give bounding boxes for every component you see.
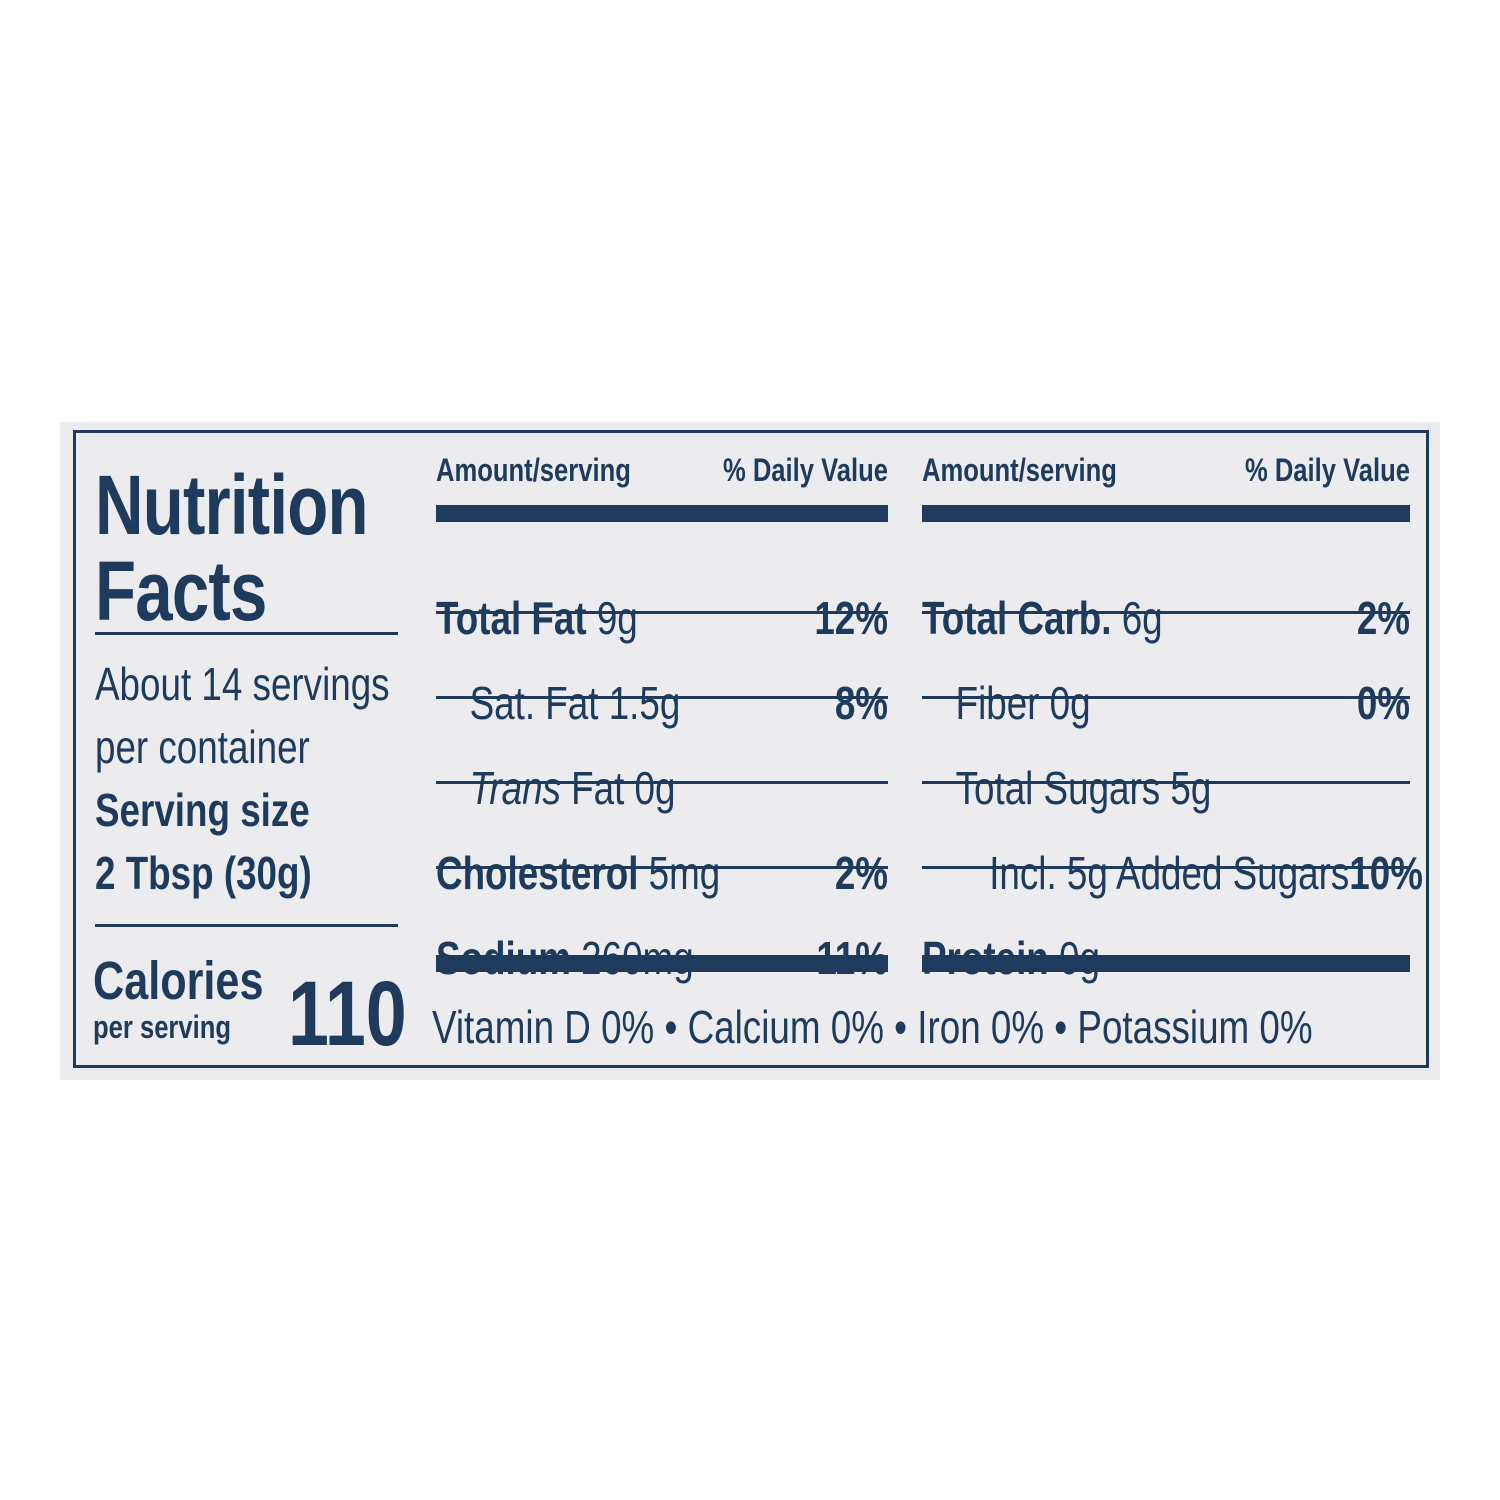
servings-per-container: About 14 servings [95,658,390,710]
divider [922,611,1410,614]
nutrients-left: Amount/serving % Daily Value Total Fat 9g… [436,445,888,1000]
thick-bar [922,955,1410,972]
row-trans-fat: Trans Fat 0g [469,761,676,814]
divider [436,866,888,869]
divider [95,924,398,927]
thick-bar [922,505,1410,522]
serving-size-value: 2 Tbsp (30g) [95,847,312,899]
divider [436,611,888,614]
label-border [73,430,1429,1068]
divider [922,781,1410,784]
header: Amount/serving % Daily Value [922,445,1410,495]
thick-bar [436,955,888,972]
nutrients-right: Amount/serving % Daily Value Total Carb. … [922,445,1423,1000]
row-cholesterol: Cholesterol 5mg 2% [436,846,888,899]
calories-value: 110 [288,963,407,1065]
vitamins-line: Vitamin D 0% • Calcium 0% • Iron 0% • Po… [432,998,1392,1056]
amount-header: Amount/serving [436,452,631,488]
thick-bar [436,505,888,522]
serving-info: About 14 servings per container Serving … [95,653,403,905]
divider [922,866,1410,869]
calories-label-block: Calories per serving [93,952,293,1044]
title-facts: Facts [95,544,267,638]
servings-per-container-2: per container [95,721,310,773]
dv-header: % Daily Value [722,452,888,488]
dv-header: % Daily Value [1244,452,1410,488]
title-block: Nutrition Facts [95,462,403,634]
row-total-sugars: Total Sugars 5g [955,761,1212,814]
calories-sub: per serving [93,1009,232,1045]
divider [922,696,1410,699]
title-nutrition: Nutrition [95,458,369,552]
row-sat-fat: Sat. Fat 1.5g 8% [469,676,888,729]
divider [95,632,398,635]
serving-size-label: Serving size [95,784,310,836]
vitamins-text: Vitamin D 0% • Calcium 0% • Iron 0% • Po… [432,1001,1313,1053]
amount-header: Amount/serving [922,452,1117,488]
row-total-fat: Total Fat 9g 12% [436,591,888,644]
row-fiber: Fiber 0g 0% [955,676,1410,729]
row-added-sugars: Incl. 5g Added Sugars 10% [989,846,1423,899]
row-total-carb: Total Carb. 6g 2% [922,591,1410,644]
header: Amount/serving % Daily Value [436,445,888,495]
divider [436,696,888,699]
calories-label: Calories [93,951,264,1011]
divider [436,781,888,784]
calories-value-block: 110 [288,968,407,1060]
